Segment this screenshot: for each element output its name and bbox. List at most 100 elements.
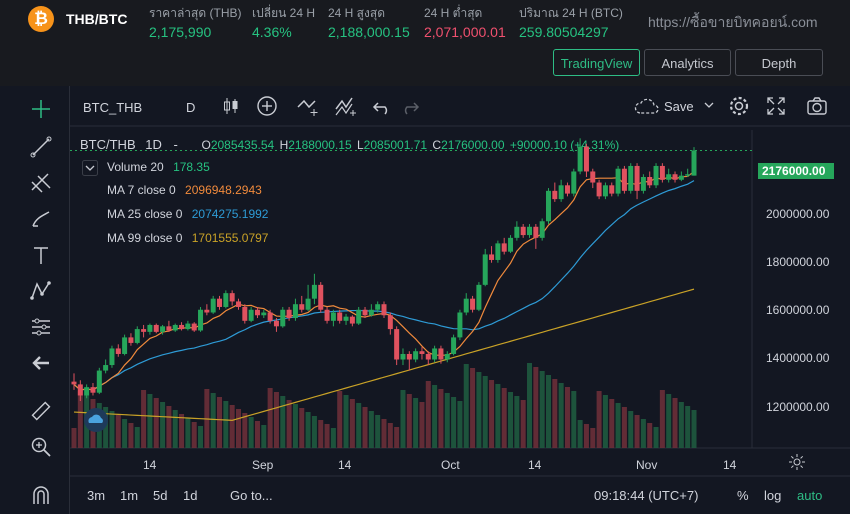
candle-body [71,381,77,385]
save-button[interactable]: Save [664,99,694,114]
cloud-icon[interactable] [634,96,660,116]
tab-tradingview[interactable]: TradingView [553,49,640,76]
low-value: 2085001.71 [363,138,428,152]
candle-body [545,190,551,222]
volume-bar [602,395,608,448]
volume-bar [210,393,216,448]
percent-toggle[interactable]: % [737,488,749,503]
symbol-search[interactable]: BTC_THB [83,100,143,115]
volume-bar [362,407,368,448]
stat-value: 259.80504297 [519,24,609,40]
stat-value: 2,071,000.01 [424,24,506,40]
candle-body [489,254,495,260]
stat-value: 2,175,990 [149,24,212,40]
volume-bar [476,372,482,448]
price-chart[interactable] [0,86,850,514]
volume-bar [261,425,267,448]
volume-bar [659,390,665,448]
market-header: ₿ THB/BTC ราคาล่าสุด (THB) 2,175,990 เปล… [0,0,850,44]
candle-body [520,226,526,236]
candle-body [685,174,691,176]
candle-body [84,387,90,396]
axis-settings-icon[interactable] [788,453,806,471]
candle-body [324,309,330,321]
candle-body [172,324,178,331]
collapse-legend-chevron-icon[interactable] [82,160,98,176]
add-indicator-icon[interactable] [256,95,278,117]
volume-bar [375,415,381,448]
candle-body [615,168,621,194]
volume-bar [368,411,374,448]
position-tool-icon[interactable] [30,316,52,338]
pattern-tool-icon[interactable] [30,280,52,302]
candle-body [362,309,368,316]
log-toggle[interactable]: log [764,488,782,503]
candle-body [539,221,545,238]
candle-body [128,337,134,343]
candle-body [647,177,653,186]
candle-body [419,351,425,354]
trend-line-icon[interactable] [30,136,52,158]
chart-toolbar: BTC_THB D Save [70,86,850,126]
compare-icon[interactable] [296,95,320,117]
volume-bar [425,381,431,448]
fib-tool-icon[interactable] [30,172,52,194]
back-arrow-icon[interactable] [30,352,52,374]
volume-bar [267,388,273,448]
range-1m[interactable]: 1m [120,488,139,503]
text-tool-icon[interactable] [30,244,52,266]
candle-body [261,312,267,316]
auto-toggle[interactable]: auto [797,488,823,503]
undo-icon[interactable] [372,96,392,116]
crosshair-icon[interactable] [30,98,52,120]
candle-body [166,326,172,331]
range-1d[interactable]: 1d [183,488,198,503]
candle-style-icon[interactable] [222,96,240,116]
candle-body [387,315,393,330]
tab-analytics[interactable]: Analytics [644,49,731,76]
interval-selector[interactable]: D [186,100,196,115]
redo-icon[interactable] [400,96,420,116]
chevron-down-icon[interactable] [704,100,714,110]
candle-body [318,284,324,310]
candle-body [678,175,684,180]
volume-bar [678,402,684,448]
ma25-value: 2074275.1992 [191,207,269,221]
goto-button[interactable]: Go to... [230,488,273,503]
zoom-in-icon[interactable] [30,436,52,458]
ruler-icon[interactable] [30,400,52,422]
magnet-icon[interactable] [30,484,52,506]
high-value: 2188000.15 [288,138,352,152]
candle-body [577,146,583,172]
candle-body [349,316,355,324]
camera-icon[interactable] [806,95,828,117]
volume-bar [647,423,653,448]
time-tick: Sep [252,458,274,472]
candle-body [533,226,539,238]
candle-body [470,298,476,310]
brush-icon[interactable] [30,208,52,230]
candle-body [425,353,431,360]
candle-body [564,185,570,194]
gear-icon[interactable] [728,95,750,117]
candle-body [552,190,558,200]
indicators-icon[interactable] [334,95,358,117]
range-3m[interactable]: 3m [87,488,106,503]
volume-value: 178.35 [173,160,210,174]
volume-bar [242,413,248,448]
volume-bar [400,390,406,448]
site-url: https://ซื้อขายบิทคอยน์.com [648,14,818,30]
candle-body [235,301,241,307]
stat-high-24h: 24 H สูงสุด 2,188,000.15 [328,4,410,40]
fullscreen-icon[interactable] [766,96,786,116]
ma7-line [73,170,695,391]
candle-body [583,146,589,172]
volume-bar [77,391,83,448]
volume-bar [122,419,128,448]
tab-depth[interactable]: Depth [735,49,823,76]
high-label: H [279,138,289,152]
volume-bar [343,395,349,448]
price-tick: 1400000.00 [766,351,830,365]
range-5d[interactable]: 5d [153,488,168,503]
candle-body [413,351,419,360]
